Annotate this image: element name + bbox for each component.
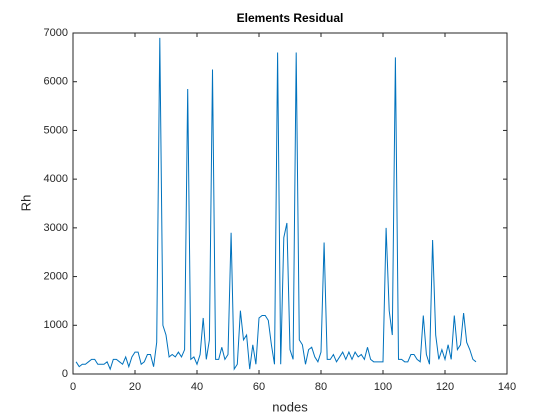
y-tick-label: 0	[62, 368, 68, 380]
y-tick-label: 1000	[44, 319, 68, 331]
x-tick-label: 0	[70, 381, 76, 393]
x-tick-label: 40	[191, 381, 203, 393]
x-tick-label: 100	[374, 381, 392, 393]
y-tick-label: 2000	[44, 270, 68, 282]
axes-box	[72, 32, 508, 375]
x-tick-label: 140	[498, 381, 516, 393]
data-line	[75, 37, 477, 371]
chart-title: Elements Residual	[237, 11, 344, 25]
y-tick-label: 6000	[44, 76, 68, 88]
y-tick-label: 4000	[44, 173, 68, 185]
x-tick-label: 120	[436, 381, 454, 393]
x-tick-label: 80	[315, 381, 327, 393]
y-tick-label: 7000	[44, 27, 68, 39]
x-tick-label: 20	[129, 381, 141, 393]
y-axis-label: Rh	[18, 195, 33, 212]
y-tick-label: 5000	[44, 124, 68, 136]
x-axis-label: nodes	[272, 399, 308, 414]
y-tick-label: 3000	[44, 222, 68, 234]
x-tick-label: 60	[253, 381, 265, 393]
